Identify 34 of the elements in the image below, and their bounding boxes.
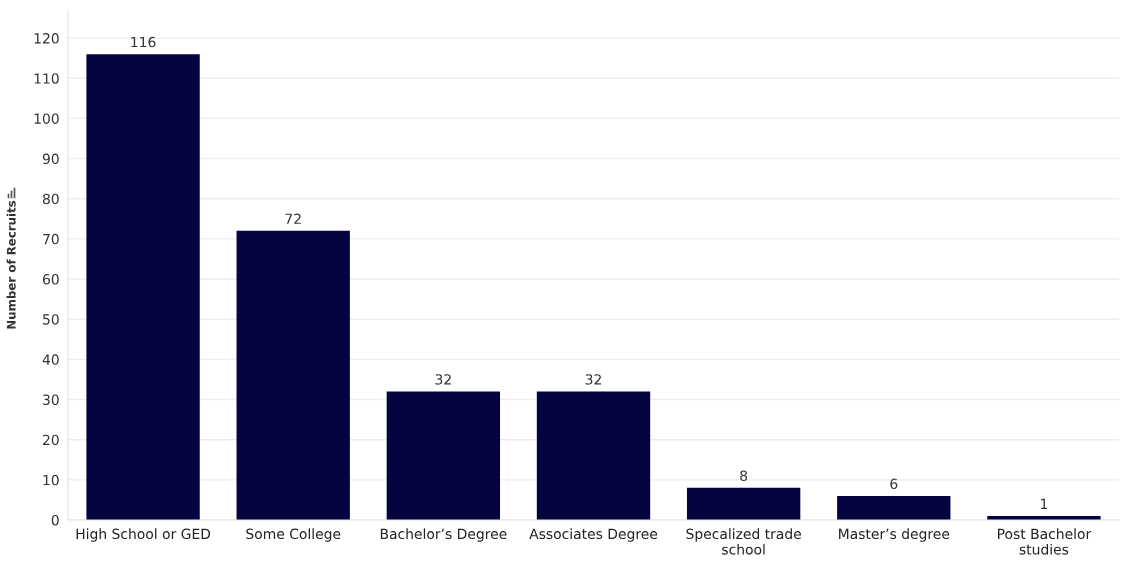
bar [536, 391, 651, 520]
bar [686, 487, 801, 520]
data-label: 116 [131, 36, 156, 48]
x-tick-label: Specalized trade school [686, 528, 801, 555]
data-label: 32 [585, 374, 601, 385]
bar [236, 230, 350, 520]
x-tick-label: Master’s degree [839, 528, 950, 542]
y-tick-label: 50 [43, 314, 59, 325]
data-label: 72 [285, 213, 301, 224]
y-tick-label: 110 [34, 73, 59, 84]
y-tick-label: 20 [43, 434, 59, 446]
y-tick-label: 10 [43, 474, 59, 486]
bar [837, 495, 951, 520]
x-tick-label: Bachelor’s Degree [380, 528, 507, 542]
y-tick-label: 0 [51, 514, 59, 526]
x-tick-label: Post Bachelor studies [998, 528, 1092, 555]
y-tick-label: 60 [42, 274, 59, 285]
y-tick-label: 70 [43, 233, 59, 245]
y-tick-label: 40 [42, 354, 59, 365]
bar [86, 54, 200, 520]
x-tick-label: Associates Degree [529, 528, 658, 542]
y-tick-label: 80 [42, 193, 59, 205]
y-tick-label: 90 [42, 153, 59, 165]
bar [386, 391, 501, 520]
data-label: 32 [435, 374, 451, 385]
y-axis-title: Number of Recruits [6, 200, 16, 329]
y-tick-label: 120 [34, 33, 59, 44]
x-tick-label: Some College [246, 528, 341, 542]
data-label: 6 [890, 478, 898, 490]
x-tick-label: High School or GED [76, 528, 211, 542]
data-label: 1 [1041, 498, 1048, 509]
y-tick-label: 30 [43, 394, 59, 405]
y-tick-label: 100 [34, 113, 59, 124]
data-label: 8 [740, 470, 748, 482]
